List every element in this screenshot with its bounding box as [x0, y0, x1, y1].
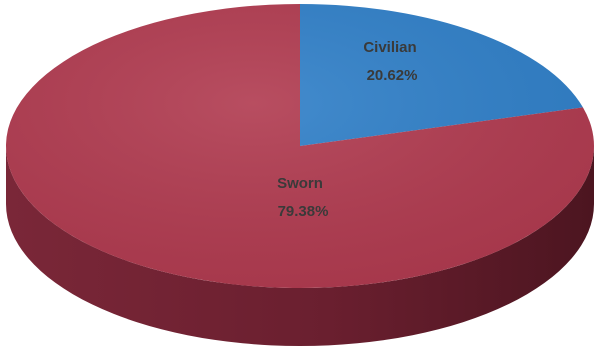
slice-value-civilian: 20.62%: [367, 67, 418, 84]
pie-side-wall: [6, 146, 594, 346]
slice-label-sworn: Sworn: [277, 175, 323, 192]
pie-surface-shading: [6, 4, 594, 288]
slice-label-civilian: Civilian: [363, 39, 416, 56]
slice-value-sworn: 79.38%: [278, 203, 329, 220]
